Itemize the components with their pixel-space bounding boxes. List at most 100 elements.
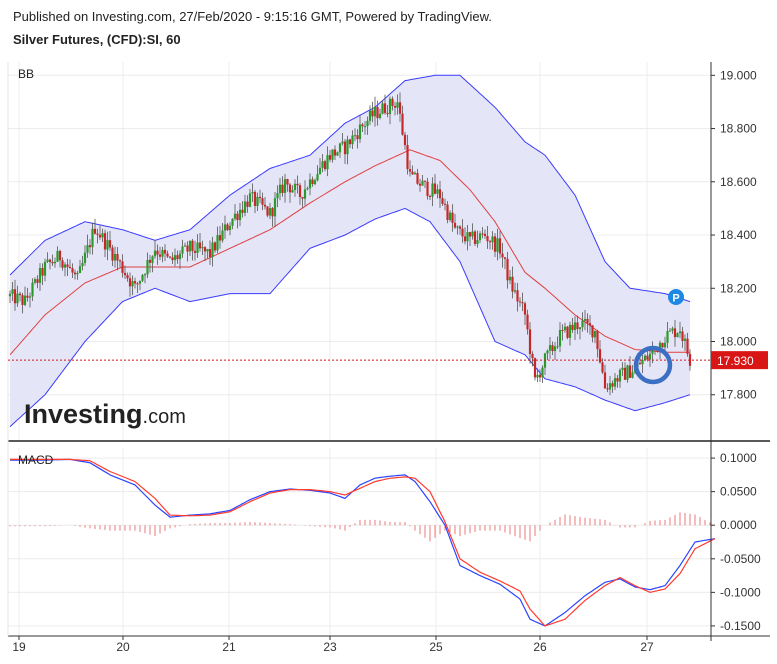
candle-body: [301, 197, 304, 199]
candle-body: [111, 247, 114, 261]
candle-body: [211, 242, 214, 258]
candle-body: [506, 258, 509, 281]
candle-body: [453, 222, 457, 228]
candle-body: [373, 106, 377, 117]
signal-line: [10, 458, 716, 627]
candle-body: [366, 120, 369, 127]
candle-body: [228, 225, 232, 231]
candle-body: [296, 183, 299, 186]
macd-panel-label: MACD: [18, 453, 54, 467]
candle-body: [268, 208, 272, 216]
candle-body: [181, 246, 184, 254]
candle-body: [441, 198, 444, 204]
candle-body: [513, 290, 517, 292]
candle-body: [458, 226, 462, 229]
candle-body: [273, 198, 277, 217]
candle-body: [218, 235, 222, 241]
candle-body: [448, 212, 452, 220]
candle-body: [118, 260, 122, 262]
candle-body: [88, 245, 92, 248]
candle-body: [483, 233, 487, 236]
candle-body: [428, 196, 432, 198]
candle-body: [96, 233, 99, 235]
candle-body: [478, 233, 482, 241]
candle-body: [571, 324, 574, 330]
candle-body: [361, 124, 364, 127]
candle-body: [283, 179, 287, 193]
time-tick-label: 27: [640, 640, 654, 654]
candle-body: [368, 110, 372, 121]
candle-body: [566, 326, 569, 338]
candle-body: [628, 365, 632, 378]
candle-body: [678, 331, 682, 334]
axes: 19.000 18.800 18.600 18.400 18.200 18.000 17.8…: [7, 62, 770, 654]
candle-body: [561, 330, 564, 332]
candle-body: [621, 367, 624, 370]
candle-body: [338, 143, 342, 153]
macd-tick-label: -0.1500: [720, 619, 761, 633]
candle-body: [446, 204, 449, 220]
candle-body: [183, 245, 187, 247]
candle-body: [41, 268, 44, 276]
price-tick-label: 19.000: [720, 68, 757, 82]
p-marker-icon: [668, 289, 684, 305]
candle-body: [233, 213, 237, 219]
candle-body: [438, 189, 442, 199]
price-tick-label: 18.200: [720, 281, 757, 295]
candle-body: [651, 349, 654, 354]
candle-body: [476, 240, 479, 244]
candle-body: [433, 183, 437, 194]
candle-body: [508, 276, 512, 281]
candle-body: [351, 135, 354, 145]
macd-line: [10, 458, 716, 627]
candle-body: [123, 272, 127, 276]
candle-body: [318, 167, 322, 175]
candle-body: [48, 259, 52, 262]
candle-body: [341, 141, 344, 144]
candle-body: [356, 135, 359, 140]
candle-body: [593, 330, 597, 338]
candle-body: [381, 103, 384, 114]
candle-body: [333, 149, 337, 156]
candle-body: [686, 338, 689, 354]
candle-body: [261, 198, 264, 205]
candle-body: [251, 191, 254, 194]
candle-body: [413, 172, 417, 175]
candle-body: [178, 253, 182, 260]
candle-body: [358, 124, 362, 140]
candle-body: [598, 349, 602, 363]
candle-body: [36, 279, 39, 283]
candle-body: [116, 253, 119, 261]
candle-body: [136, 283, 139, 285]
candle-body: [528, 329, 532, 354]
bb-panel-label: BB: [18, 67, 34, 81]
candle-body: [583, 318, 587, 321]
price-tick-label: 17.800: [720, 388, 757, 402]
candle-body: [648, 353, 652, 360]
candle-body: [126, 275, 129, 279]
candle-body: [308, 179, 312, 189]
candle-body: [148, 259, 152, 263]
candle-body: [468, 232, 472, 237]
candle-body: [386, 112, 389, 115]
candle-body: [668, 330, 672, 332]
current-price-tag: [711, 351, 768, 370]
candle-body: [173, 255, 177, 261]
candle-body: [486, 235, 489, 242]
candle-body: [436, 189, 439, 194]
candle-body: [166, 253, 169, 257]
candle-body: [331, 149, 334, 160]
candle-body: [576, 322, 579, 330]
candle-body: [533, 358, 537, 378]
candle-body: [393, 105, 397, 108]
candle-body: [163, 249, 167, 254]
candle-body: [631, 372, 634, 378]
time-tick-label: 20: [116, 640, 130, 654]
candle-body: [61, 260, 64, 268]
candle-body: [141, 275, 144, 281]
candle-body: [461, 228, 464, 237]
price-tick-label: 18.800: [720, 122, 757, 136]
investing-logo: Investing.com: [24, 399, 186, 429]
candle-body: [411, 171, 414, 175]
candle-body: [271, 208, 274, 217]
